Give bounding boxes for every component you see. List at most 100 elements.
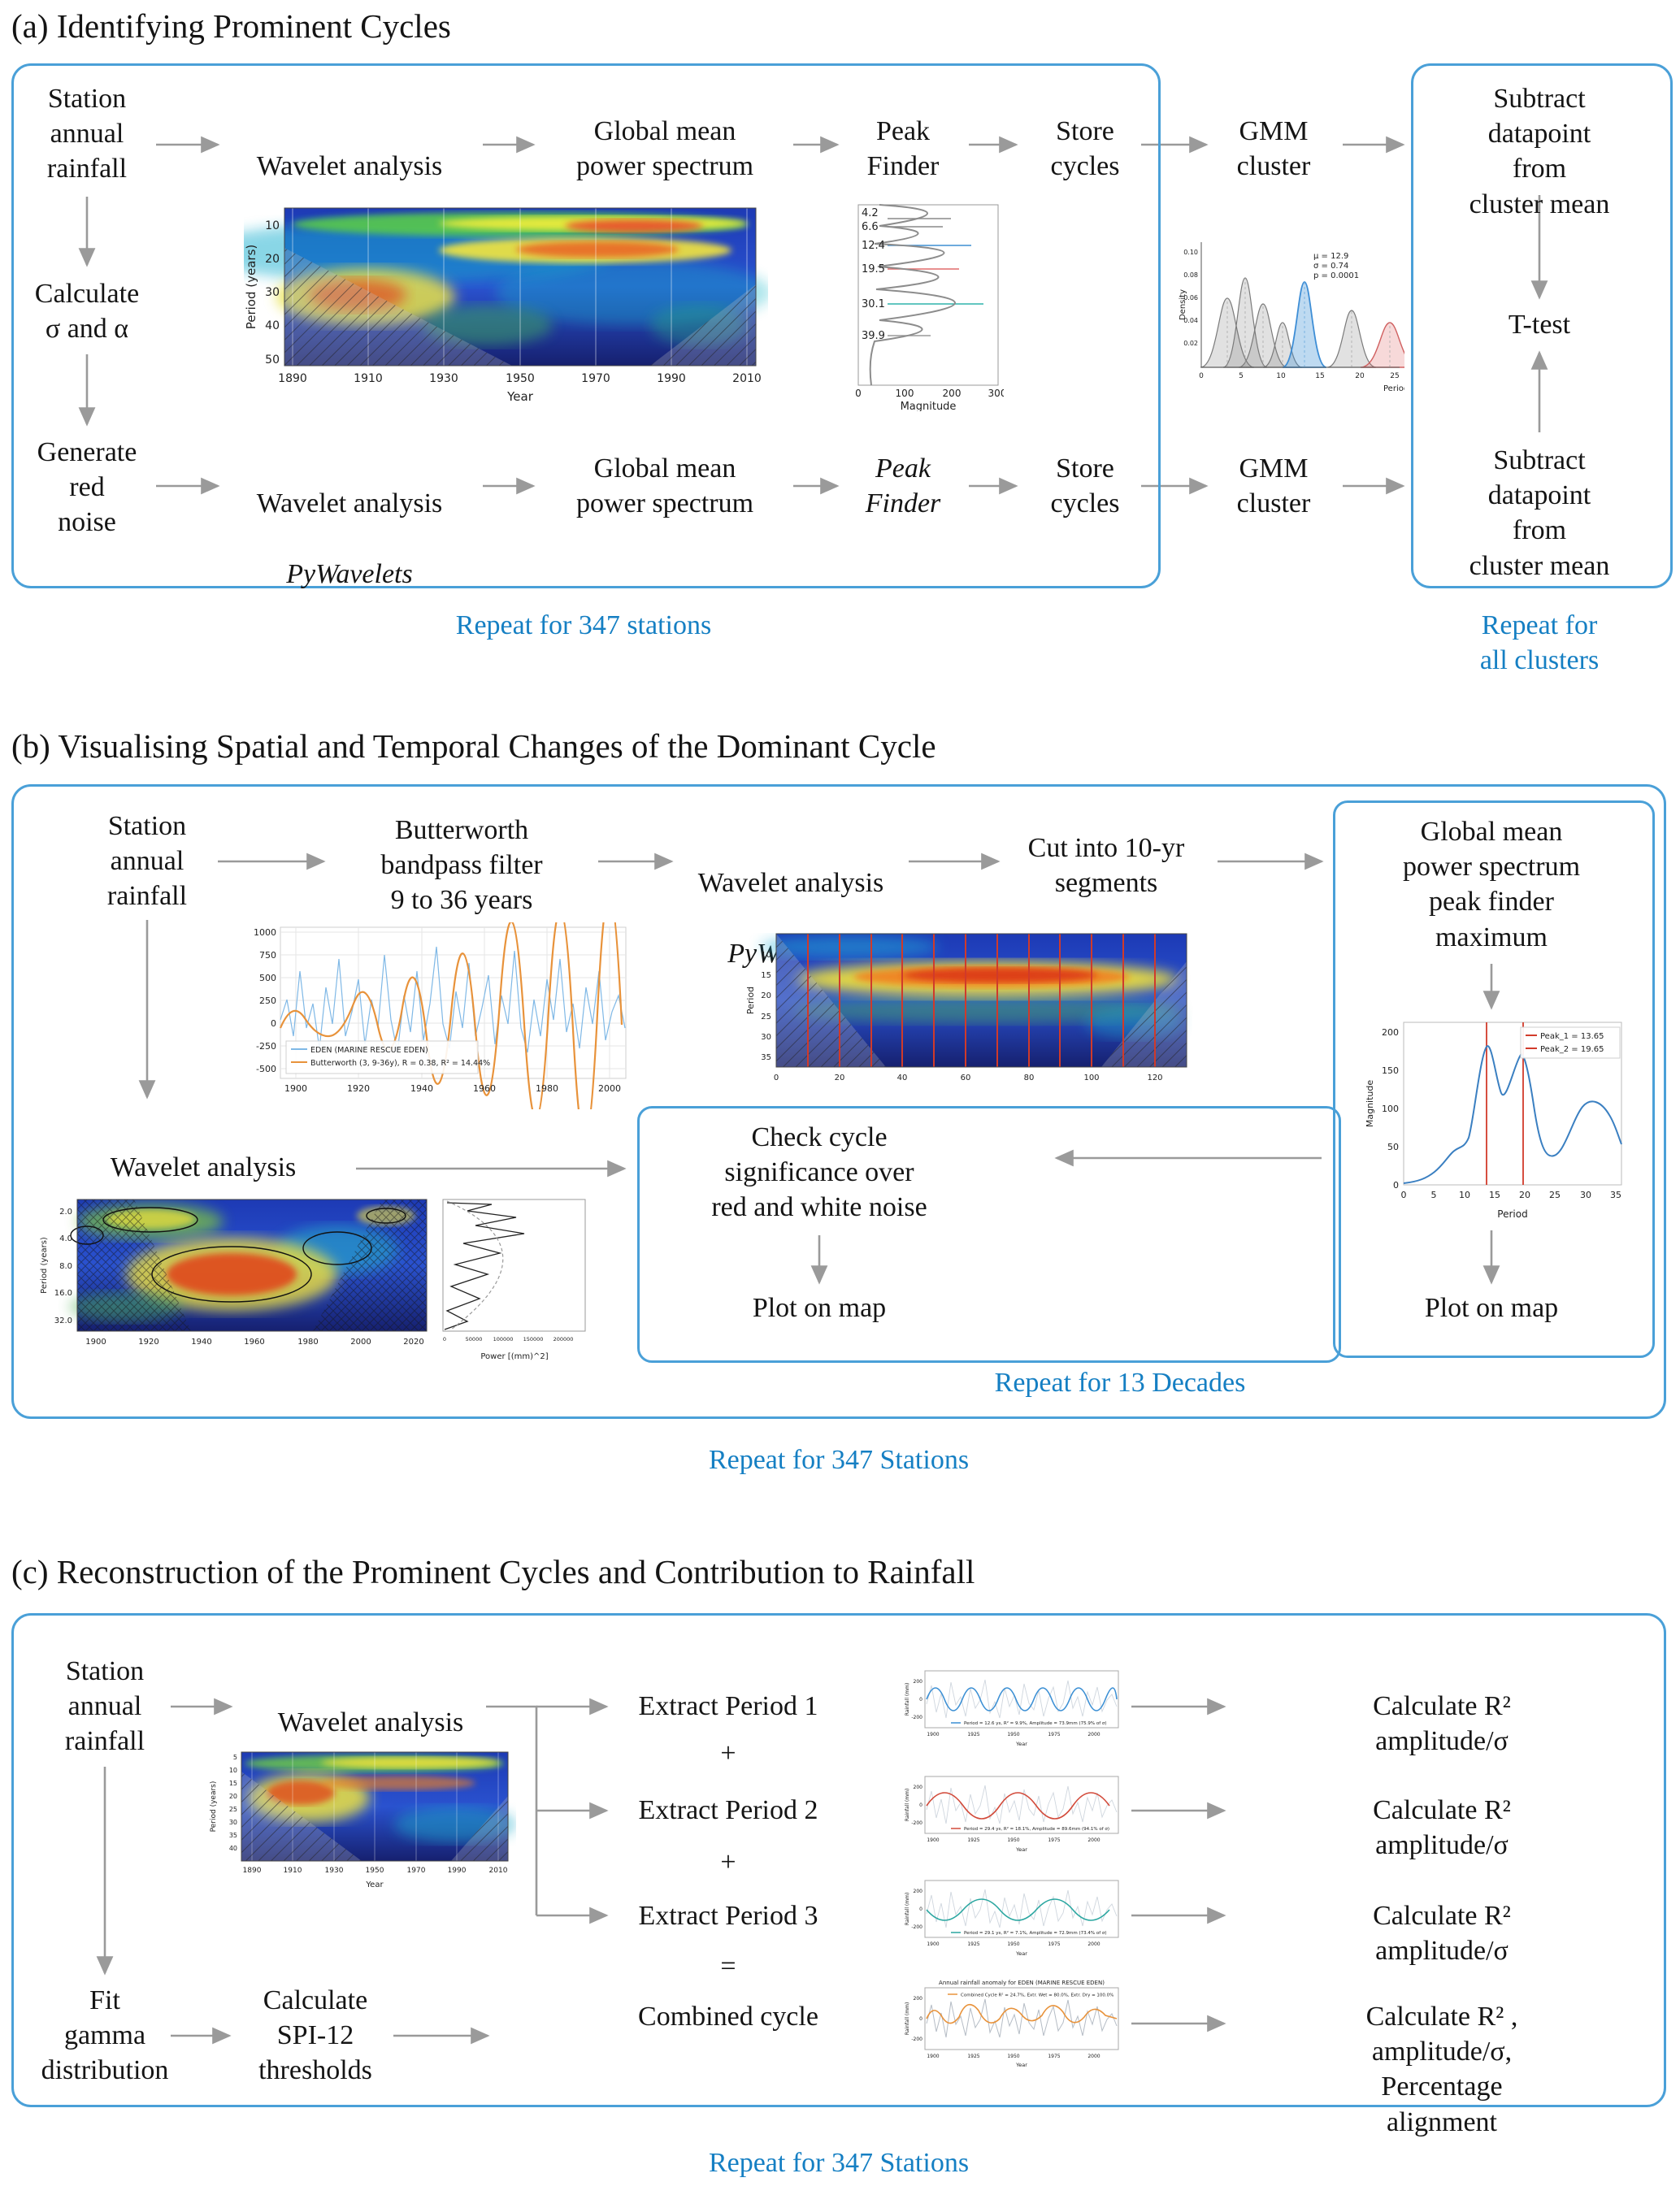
svg-text:1950: 1950 <box>1007 1941 1019 1947</box>
y-axis-ticks: 1000 750 500 250 0 -250 -500 <box>254 927 276 1074</box>
x-axis-ticks: 0 20 40 60 80 100 120 <box>774 1074 1163 1082</box>
fit-gamma-distribution: Fit gamma distribution <box>41 1985 169 2086</box>
butterworth-filter: Butterworth bandpass filter 9 to 36 year… <box>380 815 543 916</box>
svg-text:80: 80 <box>1024 1074 1035 1082</box>
svg-text:15: 15 <box>1315 372 1324 380</box>
x-axis-ticks: 1890 1910 1930 1950 1970 1990 2010 <box>243 1867 508 1875</box>
svg-text:12.4: 12.4 <box>862 240 885 252</box>
panel-c-title: (c) Reconstruction of the Prominent Cycl… <box>11 1553 975 1590</box>
legend-peak2: Peak_2 = 19.65 <box>1540 1045 1604 1054</box>
svg-text:30: 30 <box>229 1819 237 1826</box>
svg-text:1950: 1950 <box>1007 1732 1019 1737</box>
x-axis-label: Year <box>365 1880 384 1889</box>
wavelet-spectrogram-plot-c: 5 10 15 20 25 30 35 40 Period (years) 18… <box>210 1751 516 1889</box>
svg-text:1910: 1910 <box>354 372 383 385</box>
svg-text:1925: 1925 <box>967 1732 979 1737</box>
svg-text:1950: 1950 <box>506 372 535 385</box>
svg-text:1900: 1900 <box>85 1338 106 1347</box>
svg-text:200: 200 <box>914 1679 923 1685</box>
svg-text:2.0: 2.0 <box>59 1208 72 1217</box>
svg-text:250: 250 <box>259 996 276 1006</box>
svg-text:5: 5 <box>233 1754 237 1761</box>
extract-period-2: Extract Period 2 <box>638 1795 818 1825</box>
svg-text:1980: 1980 <box>536 1083 558 1094</box>
x-axis-label: Period <box>1383 384 1404 393</box>
peak-finder-a-bottom: Peak Finder <box>865 453 941 519</box>
svg-text:1890: 1890 <box>278 372 307 385</box>
svg-text:2020: 2020 <box>403 1338 423 1347</box>
power-spectrum-plot-a: 4.2 6.6 12.4 19.5 30.1 39.9 0 100 200 30… <box>855 204 1004 411</box>
svg-text:4.0: 4.0 <box>59 1234 72 1243</box>
x-axis-ticks: 1900 1925 1950 1975 2000 <box>927 1732 1100 1737</box>
butterworth-timeseries-plot: EDEN (MARINE RESCUE EDEN) Butterworth (3… <box>254 922 627 1109</box>
svg-text:50000: 50000 <box>466 1336 483 1343</box>
svg-text:2000: 2000 <box>350 1338 371 1347</box>
global-mean-spectrum-a-bottom: Global mean power spectrum <box>575 453 754 519</box>
cluster-annotation: μ = 12.9 σ = 0.74 p = 0.0001 <box>1313 252 1359 280</box>
y-axis-label: Period (years) <box>244 245 258 330</box>
svg-text:1925: 1925 <box>967 1941 979 1947</box>
y-axis-label: Rainfall (mm) <box>905 2002 910 2036</box>
svg-text:120: 120 <box>1147 1074 1162 1082</box>
y-axis-ticks: 2.0 4.0 8.0 16.0 32.0 <box>54 1208 72 1325</box>
svg-text:8.0: 8.0 <box>59 1262 72 1271</box>
x-axis-label: Year <box>1015 1741 1027 1747</box>
svg-text:0: 0 <box>774 1074 779 1082</box>
svg-text:40: 40 <box>265 319 280 332</box>
svg-text:1975: 1975 <box>1048 1941 1060 1947</box>
svg-text:100: 100 <box>896 388 914 399</box>
svg-text:0: 0 <box>1401 1190 1407 1200</box>
calculate-r2-2: Calculate R² amplitude/σ <box>1373 1795 1511 1861</box>
panel-b-decades-box <box>637 1106 1341 1363</box>
svg-text:1960: 1960 <box>473 1083 496 1094</box>
svg-text:1900: 1900 <box>927 1837 939 1843</box>
plus-sign-2: + <box>720 1847 736 1877</box>
svg-text:5: 5 <box>1431 1190 1437 1200</box>
panel-b-pipeline-box <box>11 784 1666 1419</box>
period2-curve <box>926 1792 1110 1820</box>
svg-text:1900: 1900 <box>284 1083 307 1094</box>
svg-text:50: 50 <box>1387 1142 1399 1152</box>
svg-text:2000: 2000 <box>1087 1941 1100 1947</box>
y-axis-ticks: 200 0 -200 <box>911 1679 922 1720</box>
wavelet-spectrogram-plot-a: 10 20 30 40 50 Period (years) 1890 1910 … <box>244 207 768 404</box>
plot-title: Annual rainfall anomaly for EDEN (MARINE… <box>939 1980 1105 1986</box>
panel-b-peakfinder-box <box>1333 800 1655 1358</box>
cone-of-influence-left <box>241 1772 362 1861</box>
station-annual-rainfall-a: Station annual rainfall <box>46 84 128 184</box>
calculate-spi-thresholds: Calculate SPI-12 thresholds <box>258 1985 372 2086</box>
svg-text:10: 10 <box>1459 1190 1470 1200</box>
svg-text:200: 200 <box>943 388 962 399</box>
svg-text:15: 15 <box>1489 1190 1500 1200</box>
svg-text:500: 500 <box>259 973 276 983</box>
cone-of-influence-left <box>776 934 886 1067</box>
svg-text:50: 50 <box>265 354 280 367</box>
svg-text:2010: 2010 <box>732 372 762 385</box>
svg-text:1950: 1950 <box>366 1867 384 1875</box>
svg-text:20: 20 <box>1519 1190 1530 1200</box>
legend-rainfall: EDEN (MARINE RESCUE EDEN) <box>310 1046 428 1055</box>
svg-text:1925: 1925 <box>967 1837 979 1843</box>
svg-text:1900: 1900 <box>927 1941 939 1947</box>
gmm-cluster-plot: μ = 12.9 σ = 0.74 p = 0.0001 0.10 0.08 0… <box>1179 242 1404 393</box>
cone-of-influence-right <box>451 1796 508 1861</box>
store-cycles-a-top: Store cycles <box>1050 116 1120 182</box>
gmm-cluster-a-bottom: GMM cluster <box>1236 453 1311 519</box>
svg-text:1930: 1930 <box>429 372 458 385</box>
svg-text:0: 0 <box>919 1802 922 1808</box>
wavelet-analysis-text: Wavelet analysis <box>256 151 443 182</box>
x-axis-ticks: 1900 1925 1950 1975 2000 <box>927 2054 1100 2059</box>
power-panel <box>442 1199 586 1332</box>
svg-text:0: 0 <box>1393 1180 1399 1191</box>
cut-segments: Cut into 10-yr segments <box>1027 833 1185 899</box>
svg-text:20: 20 <box>229 1793 237 1800</box>
plot-on-map-right: Plot on map <box>1424 1293 1559 1323</box>
svg-text:p = 0.0001: p = 0.0001 <box>1313 271 1359 280</box>
plus-sign-1: + <box>720 1738 736 1768</box>
panel-c-pipeline-box <box>11 1613 1666 2107</box>
calculate-r2-1: Calculate R² amplitude/σ <box>1373 1691 1511 1757</box>
svg-text:0.02: 0.02 <box>1183 340 1198 347</box>
legend-butterworth: Butterworth (3, 9-36y), R = 0.38, R² = 1… <box>310 1059 490 1068</box>
svg-text:1960: 1960 <box>244 1338 264 1347</box>
